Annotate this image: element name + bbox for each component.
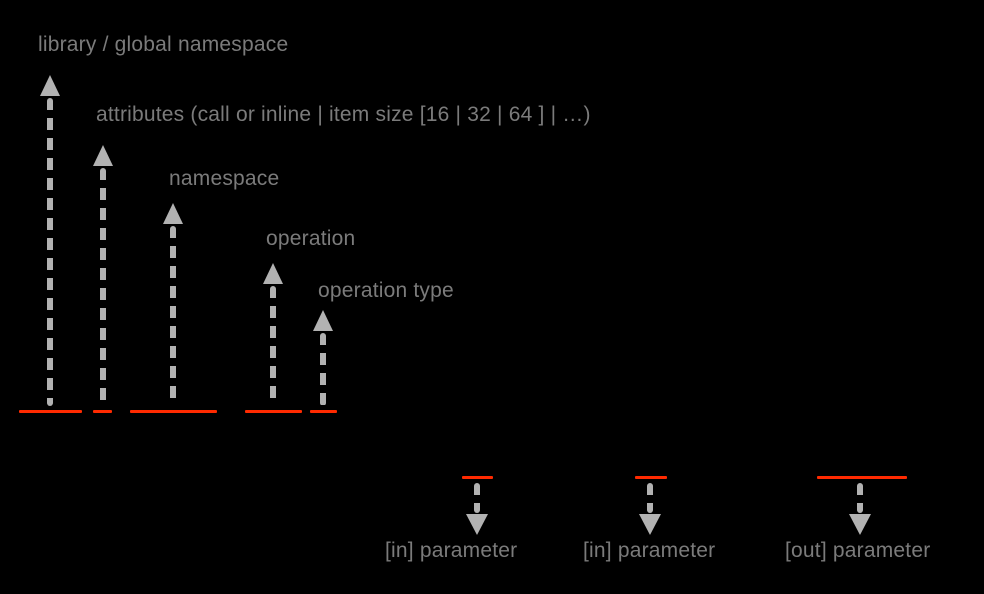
arrow-stem xyxy=(170,226,176,406)
arrowhead-down-icon xyxy=(466,514,488,535)
underline-attributes xyxy=(93,410,112,413)
label-namespace: namespace xyxy=(169,167,280,190)
underline-namespace xyxy=(130,410,217,413)
arrow-stem xyxy=(270,286,276,406)
arrowhead-down-icon xyxy=(639,514,661,535)
up-arrow-library-namespace-icon xyxy=(39,75,61,406)
up-arrow-attributes-icon xyxy=(92,145,114,406)
underline-operation-type xyxy=(310,410,337,413)
down-arrow-in-parameter-1-icon xyxy=(466,483,488,535)
label-out-parameter: [out] parameter xyxy=(785,539,931,562)
label-library-global-namespace: library / global namespace xyxy=(38,33,289,56)
arrow-stem xyxy=(100,168,106,406)
arrowhead-up-icon xyxy=(313,310,333,331)
up-arrow-operation-type-icon xyxy=(312,310,334,406)
underline-in-parameter-2 xyxy=(635,476,667,479)
arrowhead-up-icon xyxy=(93,145,113,166)
underline-in-parameter-1 xyxy=(462,476,493,479)
arrow-stem xyxy=(47,98,53,406)
arrowhead-up-icon xyxy=(40,75,60,96)
underline-operation xyxy=(245,410,302,413)
label-operation-type: operation type xyxy=(318,279,454,302)
arrow-stem xyxy=(474,483,480,513)
arrowhead-up-icon xyxy=(263,263,283,284)
label-in-parameter-1: [in] parameter xyxy=(385,539,518,562)
down-arrow-out-parameter-icon xyxy=(849,483,871,535)
underline-out-parameter xyxy=(817,476,907,479)
down-arrow-in-parameter-2-icon xyxy=(639,483,661,535)
underline-library-namespace xyxy=(19,410,82,413)
arrow-stem xyxy=(320,333,326,406)
arrowhead-down-icon xyxy=(849,514,871,535)
label-operation: operation xyxy=(266,227,356,250)
arrow-stem xyxy=(647,483,653,513)
up-arrow-namespace-icon xyxy=(162,203,184,406)
up-arrow-operation-icon xyxy=(262,263,284,406)
label-attributes: attributes (call or inline | item size [… xyxy=(96,103,591,126)
label-in-parameter-2: [in] parameter xyxy=(583,539,716,562)
arrowhead-up-icon xyxy=(163,203,183,224)
arrow-stem xyxy=(857,483,863,513)
